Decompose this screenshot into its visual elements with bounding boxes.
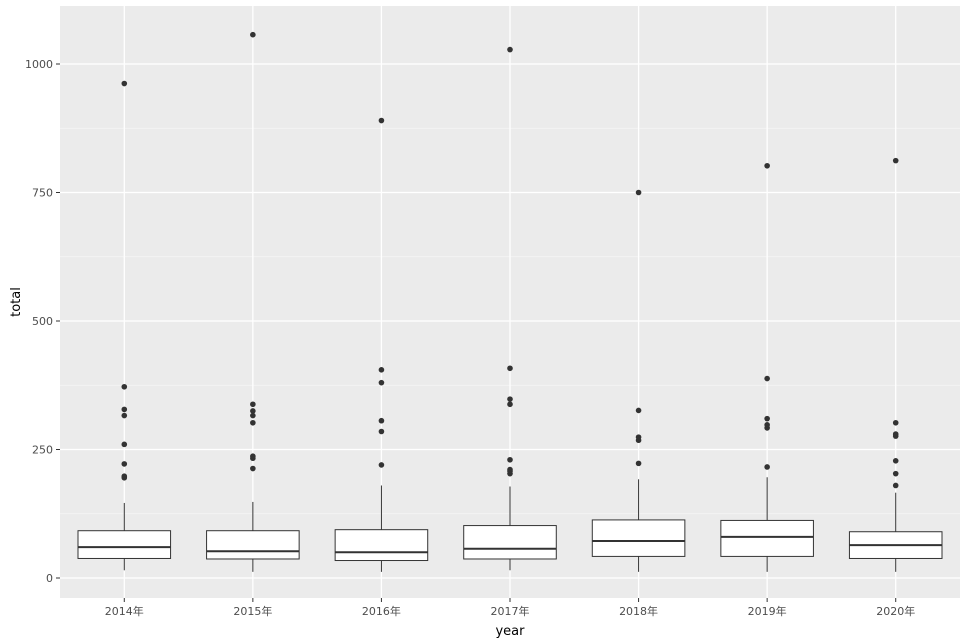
outlier-point [378,367,385,373]
outlier-point [507,365,513,372]
outlier-point [121,441,128,448]
outlier-point [507,456,513,463]
x-tick-label: 2018年 [619,604,658,618]
outlier-point [635,434,642,440]
box-iqr [77,530,172,559]
outlier-point [635,189,642,196]
outlier-point [250,401,256,408]
outlier-point [378,428,385,435]
x-tick-label: 2014年 [105,604,144,618]
outlier-point [892,470,899,477]
outlier-point [892,458,899,464]
box-2017年 [463,46,557,571]
x-tick-label: 2017年 [491,604,530,618]
outlier-point [121,461,128,467]
x-tick-label: 2016年 [362,604,401,618]
box-2016年 [334,117,429,572]
grid-lines [60,6,960,598]
x-axis-title: year [495,624,525,639]
y-tick-label: 250 [32,444,53,457]
outlier-point [378,379,385,386]
box-2018年 [591,189,686,572]
outlier-point [635,460,642,467]
y-axis: 0 250 500 750 1000 [25,58,60,585]
outlier-point [764,375,770,382]
outlier-point [250,419,256,426]
y-tick-label: 500 [32,315,53,328]
outlier-point [250,31,256,38]
box-2020年 [848,157,943,572]
x-tick-label: 2019年 [748,604,787,618]
x-tick-label: 2015年 [233,604,272,618]
x-axis: 2014年 2015年 2016年 2017年 2018年 2019年 2020年 [105,598,915,618]
outlier-point [121,406,128,413]
y-tick-label: 750 [32,187,53,200]
outlier-point [892,157,899,164]
box-2014年 [77,80,172,571]
y-tick-label: 1000 [25,58,53,71]
outlier-point [250,412,256,419]
outlier-point [892,419,899,426]
x-tick-label: 2020年 [876,604,915,618]
outlier-point [507,401,513,408]
box-iqr [334,529,429,562]
outlier-point [764,415,770,422]
outlier-point [378,117,385,124]
outlier-point [764,464,770,470]
outlier-point [378,462,385,468]
outlier-point [378,417,385,424]
box-iqr [206,530,300,560]
outlier-point [507,396,513,402]
outlier-point [121,383,128,390]
outlier-point [507,466,513,473]
outlier-point [250,465,256,472]
outlier-point [121,412,128,419]
outlier-point [892,431,899,437]
y-tick-label: 0 [46,572,53,585]
outlier-point [507,46,513,53]
outlier-point [121,473,128,480]
outlier-point [121,80,128,87]
outlier-point [250,408,256,414]
box-iqr [591,519,686,557]
outlier-point [764,162,770,169]
outlier-point [892,482,899,489]
y-axis-title: total [9,287,24,317]
outlier-point [764,422,770,428]
box-series [77,31,943,572]
box-2019年 [720,162,814,572]
outlier-point [250,453,256,459]
box-2015年 [206,31,300,572]
box-iqr [463,525,557,560]
box-iqr [720,519,814,557]
outlier-point [635,407,642,414]
